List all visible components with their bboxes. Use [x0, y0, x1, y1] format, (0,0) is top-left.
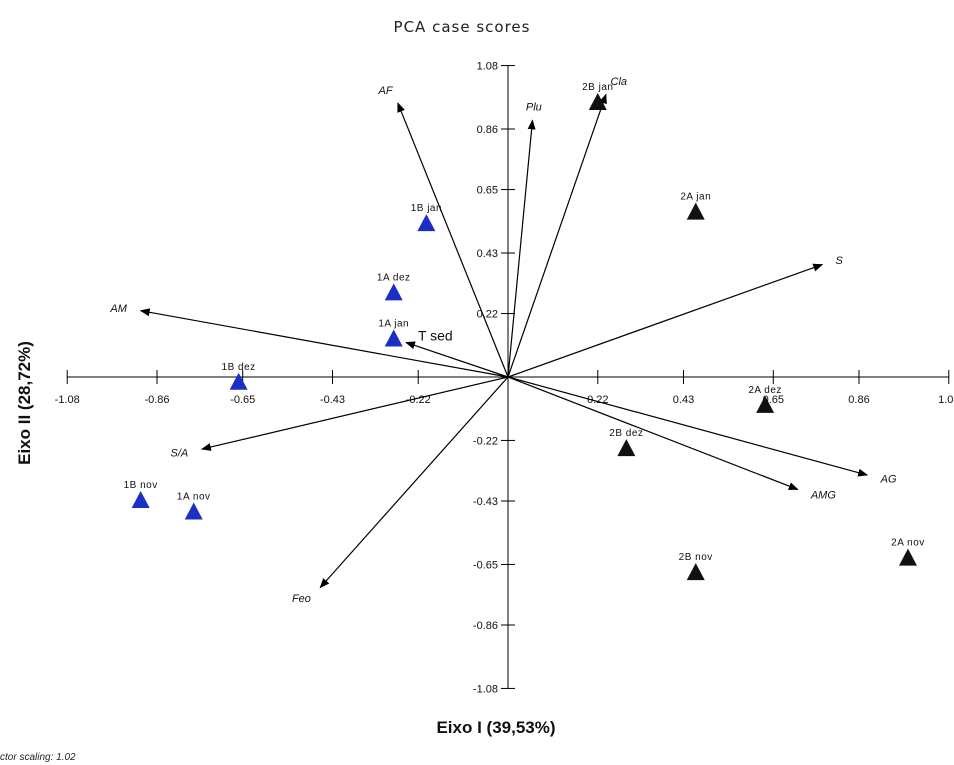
- case-point-marker: [617, 439, 636, 457]
- vector-label: AG: [880, 474, 897, 486]
- case-point-label: 1B jan: [411, 203, 442, 214]
- loading-vector: [507, 119, 536, 378]
- y-tick-label: 0.22: [477, 309, 498, 321]
- y-axis-label: Eixo II (28,72%): [15, 341, 34, 465]
- x-tick-label: -0.86: [144, 394, 169, 406]
- y-tick-label: -0.65: [473, 559, 498, 571]
- case-point-marker: [756, 395, 775, 413]
- case-points: 1B jan 1A dez 1A jan 1B dez 1B nov 1A nov 2B j…: [124, 82, 925, 581]
- case-point-marker: [229, 372, 248, 390]
- x-tick-label: 1.08: [938, 394, 954, 406]
- chart-title: PCA case scores: [394, 18, 531, 36]
- vector-label: AMG: [810, 490, 837, 502]
- x-axis-label: Eixo I (39,53%): [436, 718, 555, 737]
- case-point-marker: [417, 214, 436, 232]
- y-tick-label: 0.65: [477, 185, 498, 197]
- case-point-marker: [686, 202, 705, 220]
- case-point-label: 1A dez: [377, 272, 411, 283]
- y-tick-label: -0.43: [473, 496, 498, 508]
- vector-label: AF: [378, 85, 394, 97]
- vector-label: Cla: [611, 76, 628, 88]
- loading-vectors: AF Plu Cla S AM T sed S/A Feo AMG AG: [109, 76, 897, 605]
- loading-vector: [507, 93, 607, 378]
- vector-label: AM: [109, 303, 127, 315]
- loading-vector: [397, 102, 509, 378]
- case-point-marker: [184, 502, 203, 520]
- vector-label: S: [835, 255, 843, 267]
- case-point-label: 1B nov: [124, 480, 158, 491]
- y-tick-label: -0.22: [473, 435, 498, 447]
- y-tick-label: -1.08: [473, 683, 498, 695]
- y-tick-label: 1.08: [477, 61, 498, 73]
- case-point-label: 2B nov: [679, 552, 713, 563]
- x-tick-label: -0.65: [230, 394, 255, 406]
- vector-label: T sed: [418, 327, 453, 343]
- x-tick-label: -0.43: [320, 394, 345, 406]
- loading-vector: [507, 263, 824, 378]
- x-tick-label: 0.43: [673, 394, 694, 406]
- case-point-label: 1B dez: [222, 362, 256, 373]
- case-point-marker: [686, 563, 705, 581]
- loading-vector: [139, 308, 509, 378]
- vector-label: Feo: [292, 593, 311, 605]
- case-point-label: 2B dez: [609, 428, 643, 439]
- y-tick-label: 0.86: [477, 124, 498, 136]
- loading-vector: [319, 376, 509, 589]
- x-tick-label: 0.86: [848, 394, 869, 406]
- case-point-marker: [384, 329, 403, 347]
- case-point-marker: [588, 93, 607, 111]
- loading-vector: [200, 376, 509, 451]
- case-point-marker: [898, 548, 917, 566]
- case-point-label: 2A nov: [891, 538, 925, 549]
- case-point-label: 1A jan: [378, 319, 409, 330]
- loading-vector: [507, 376, 799, 491]
- loading-vector: [405, 341, 509, 378]
- y-tick-label: -0.86: [473, 620, 498, 632]
- case-point-label: 2A dez: [748, 385, 782, 396]
- x-tick-label: -1.08: [55, 394, 80, 406]
- y-tick-label: 0.43: [477, 248, 498, 260]
- loading-vector: [507, 376, 869, 477]
- case-point-label: 2B jan: [582, 82, 613, 93]
- footnote: ctor scaling: 1.02: [0, 752, 76, 763]
- case-point-marker: [384, 283, 403, 301]
- vector-label: Plu: [526, 101, 542, 113]
- case-point-label: 2A jan: [680, 192, 711, 203]
- case-point-marker: [131, 491, 150, 508]
- vector-label: S/A: [171, 447, 189, 459]
- case-point-label: 1A nov: [177, 492, 211, 503]
